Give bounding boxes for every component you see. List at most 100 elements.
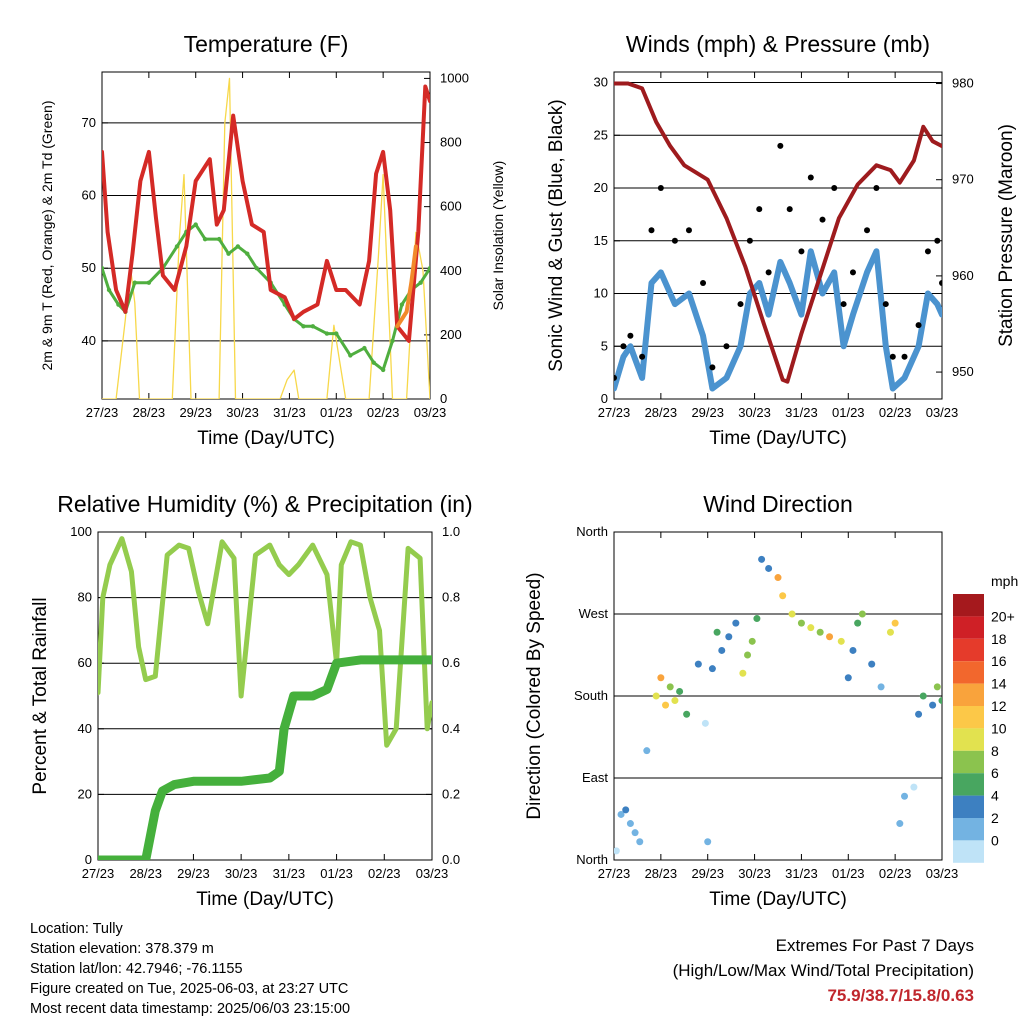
x-tick-label: 02/23 [879,405,912,420]
legend-swatch [953,773,984,796]
x-tick-label: 02/23 [879,866,912,881]
legend-swatch [953,840,984,863]
direction-point [877,683,885,691]
direction-point [938,697,942,705]
location-text: Location: Tully [30,921,123,937]
x-tick-label: 03/23 [926,405,959,420]
direction-point [725,633,733,641]
y-tick-label: 40 [78,721,92,736]
dewpoint-point [399,302,405,307]
direction-point [849,646,857,654]
panel-2: Winds (mph) & Pressure (mb) 27/23 28/23 29/… [546,31,1017,449]
x-tick-label: 29/23 [691,405,724,420]
y2-tick-label: 1.0 [442,524,460,539]
plot-frame [613,71,943,400]
direction-point [891,619,899,627]
legend-swatch [953,683,984,706]
direction-point [617,810,625,818]
y-tick-label: 0 [601,391,608,406]
y2-tick-label: 0.0 [442,852,460,867]
dewpoint-point [116,302,121,307]
direction-point [701,719,709,727]
direction-point [666,683,674,691]
gust-point [620,343,627,350]
x-tick-label: 03/23 [926,866,959,881]
legend-label: 6 [991,765,999,781]
direction-point [713,628,721,636]
direction-point [797,619,805,627]
direction-point [708,665,716,673]
direction-point [774,574,782,582]
x-tick-label: 27/23 [598,866,631,881]
legend-swatch [953,594,984,617]
y2-tick-label: 0.2 [442,786,460,801]
x-tick-label: 31/23 [273,866,306,881]
x-axis-label: Time (Day/UTC) [709,428,847,449]
gust-point [765,269,772,276]
x-tick-label: 27/23 [598,405,631,420]
temp-2m-line [102,84,430,343]
y2-tick-label: 400 [440,263,462,278]
gust-point [723,343,730,350]
y-axis-label: Direction (Colored By Speed) [524,572,545,819]
direction-point [896,820,904,828]
direction-point [758,555,766,563]
x-tick-label: 29/23 [691,866,724,881]
dewpoint-point [202,236,208,242]
direction-point [652,692,660,700]
y2-tick-label: 0.8 [442,590,460,605]
direction-point [622,806,630,814]
plot-frame [97,531,433,861]
panel-1: Temperature (F) 27/23 28/23 29/23 30/23 31/23… [39,31,506,449]
x-axis-label: Time (Day/UTC) [709,889,847,910]
direction-point [844,674,852,682]
gust-point [873,185,880,192]
direction-point [933,683,941,691]
gust-point [671,237,678,244]
direction-point [676,687,684,695]
panel-3: Relative Humidity (%) & Precipitation (i… [30,491,473,910]
y-tick-label: 10 [594,286,608,301]
panel-4: Wind Direction 27/23 28/23 29/23 30/23 31/23 0… [524,491,1018,910]
direction-point [886,628,894,636]
legend-swatch [953,616,984,639]
direction-point [614,847,620,855]
dewpoint-point [348,353,353,358]
gust-point [849,269,856,276]
dewpoint-point [324,331,330,336]
dewpoint-point [174,244,180,249]
direction-point [837,637,845,645]
direction-point [858,610,866,618]
x-tick-label: 01/23 [320,866,353,881]
legend-label: 18 [991,631,1007,647]
y-tick-label: South [574,688,608,703]
dewpoint-point [235,244,241,249]
x-tick-label: 31/23 [785,405,818,420]
y2-tick-label: 0 [440,391,447,406]
y2-tick-label: 0.6 [442,655,460,670]
direction-point [807,624,815,632]
y2-tick-label: 970 [952,172,974,187]
y-tick-label: 60 [82,188,96,203]
precip-line [98,655,432,860]
x-axis-label: Time (Day/UTC) [196,889,334,910]
gust-point [939,279,942,286]
elevation-text: Station elevation: 378.379 m [30,941,214,957]
direction-point [704,838,712,846]
legend-label: 20+ [991,608,1015,624]
solar-line [102,77,430,399]
y2-tick-label: 1000 [440,70,469,85]
gust-point [648,227,655,234]
gust-point [709,364,716,371]
gust-point [831,185,838,192]
latlon-text: Station lat/lon: 42.7946; -76.1155 [30,961,243,977]
direction-point [816,628,824,636]
y-tick-label: East [582,770,608,785]
gust-point [840,301,847,308]
direction-point [636,838,644,846]
gust-point [777,142,784,149]
x-tick-label: 27/23 [82,866,115,881]
gust-point [864,227,871,234]
y2-tick-label: 980 [952,76,974,91]
legend-label: 10 [991,720,1007,736]
